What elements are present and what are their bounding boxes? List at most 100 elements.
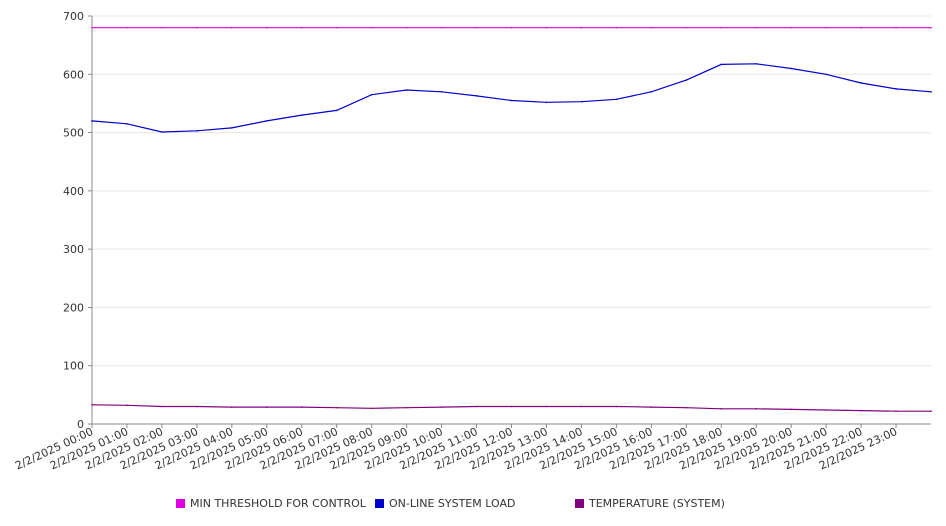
series-1-point-7 [335, 109, 338, 112]
legend-item-min-threshold[interactable]: MIN THRESHOLD FOR CONTROL [176, 497, 366, 510]
series-2-point-6 [300, 406, 303, 408]
y-tick-label-400: 400 [63, 185, 84, 198]
series-0-point-7 [335, 26, 338, 29]
series-2-point-11 [475, 405, 478, 408]
series-0-point-16 [650, 26, 653, 29]
legend: MIN THRESHOLD FOR CONTROL ON-LINE SYSTEM… [0, 497, 946, 515]
series-1-point-3 [196, 130, 198, 132]
series-0-point-19 [755, 26, 758, 29]
series-2-point-3 [196, 405, 198, 408]
y-tick-label-600: 600 [63, 68, 84, 81]
series-1-point-21 [825, 73, 827, 76]
series-2-point-16 [650, 406, 653, 408]
series-0-point-18 [720, 26, 723, 29]
series-2-point-18 [720, 408, 723, 410]
y-tick-label-200: 200 [63, 301, 84, 314]
series-0-point-2 [161, 26, 163, 29]
y-tick-label-500: 500 [63, 127, 84, 140]
series-2-point-24 [930, 410, 932, 412]
series-0-point-15 [615, 26, 618, 29]
legend-label-temperature: TEMPERATURE (SYSTEM) [589, 497, 725, 510]
series-1-point-4 [231, 127, 233, 129]
legend-label-system-load: ON-LINE SYSTEM LOAD [389, 497, 516, 510]
series-2-point-20 [790, 408, 792, 411]
series-1-point-22 [860, 82, 862, 84]
series-0-point-20 [790, 26, 792, 29]
series-0-point-10 [440, 26, 443, 29]
series-0-point-23 [895, 26, 897, 29]
series-0-point-13 [545, 26, 548, 29]
series-1-point-18 [720, 63, 723, 66]
series-1-point-10 [440, 90, 443, 93]
series-1-point-23 [895, 88, 897, 90]
series-2-point-23 [895, 410, 897, 412]
series-2-point-13 [545, 405, 548, 408]
series-2-point-0 [91, 403, 93, 406]
series-0-point-5 [265, 26, 268, 29]
series-0-point-9 [405, 26, 408, 29]
series-0-point-12 [510, 26, 513, 29]
series-1-point-13 [545, 101, 548, 104]
legend-label-min-threshold: MIN THRESHOLD FOR CONTROL [190, 497, 366, 510]
series-0-point-21 [825, 26, 827, 29]
series-2-point-17 [685, 406, 688, 409]
series-2-point-1 [126, 404, 128, 407]
series-0-point-4 [231, 26, 233, 29]
legend-item-system-load[interactable]: ON-LINE SYSTEM LOAD [375, 497, 515, 510]
series-0-point-6 [300, 26, 303, 29]
series-1-point-1 [126, 123, 128, 125]
series-1-point-16 [650, 90, 653, 93]
series-2-point-7 [335, 406, 338, 409]
series-0-point-24 [930, 26, 932, 29]
series-2-point-19 [755, 408, 758, 410]
series-2-point-15 [615, 405, 618, 408]
series-2-point-8 [370, 407, 373, 410]
series-1-point-15 [615, 98, 618, 101]
axis-layer [88, 15, 931, 428]
legend-item-temperature[interactable]: TEMPERATURE (SYSTEM) [575, 497, 725, 510]
series-1-point-17 [685, 79, 688, 81]
series-0-point-1 [126, 26, 128, 29]
series-1-point-11 [475, 95, 478, 97]
series-1-point-24 [930, 90, 932, 93]
series-1-point-0 [91, 120, 93, 122]
series-0-point-0 [91, 26, 93, 29]
series-1-point-8 [370, 93, 373, 96]
series-2-point-21 [825, 409, 827, 411]
series-0-point-3 [196, 26, 198, 29]
series-1-point-20 [790, 67, 792, 70]
series-1-point-14 [580, 100, 583, 103]
series-2-point-14 [580, 405, 583, 408]
y-tick-label-0: 0 [77, 418, 84, 431]
series-2-point-4 [231, 406, 233, 408]
series-2-point-22 [860, 409, 862, 412]
legend-swatch-system-load [375, 499, 384, 508]
series-0-point-14 [580, 26, 583, 29]
series-2-point-2 [161, 405, 163, 408]
y-tick-label-300: 300 [63, 243, 84, 256]
y-tick-label-100: 100 [63, 360, 84, 373]
y-tick-labels: 0 100 200 300 400 500 600 700 [63, 10, 84, 431]
grid-layer [92, 15, 931, 367]
series-1-point-2 [161, 131, 163, 133]
series-0-point-8 [370, 26, 373, 29]
series-0-point-22 [860, 26, 862, 29]
series-1-point-6 [300, 114, 303, 116]
series-2-point-5 [265, 406, 268, 408]
legend-swatch-temperature [575, 499, 584, 508]
series-2-point-12 [510, 405, 513, 408]
series-2-point-10 [440, 406, 443, 408]
y-tick-label-700: 700 [63, 10, 84, 23]
x-tick-labels: 2/2/2025 00:002/2/2025 01:002/2/2025 02:… [13, 425, 899, 473]
series-1-point-19 [755, 62, 758, 65]
series-layer [91, 26, 932, 412]
series-1-point-5 [265, 120, 268, 122]
series-1-point-12 [510, 99, 513, 102]
series-0-point-17 [685, 26, 688, 29]
series-2-point-9 [405, 406, 408, 409]
series-1-point-9 [405, 89, 408, 91]
series-0-point-11 [475, 26, 478, 29]
legend-swatch-min-threshold [176, 499, 185, 508]
